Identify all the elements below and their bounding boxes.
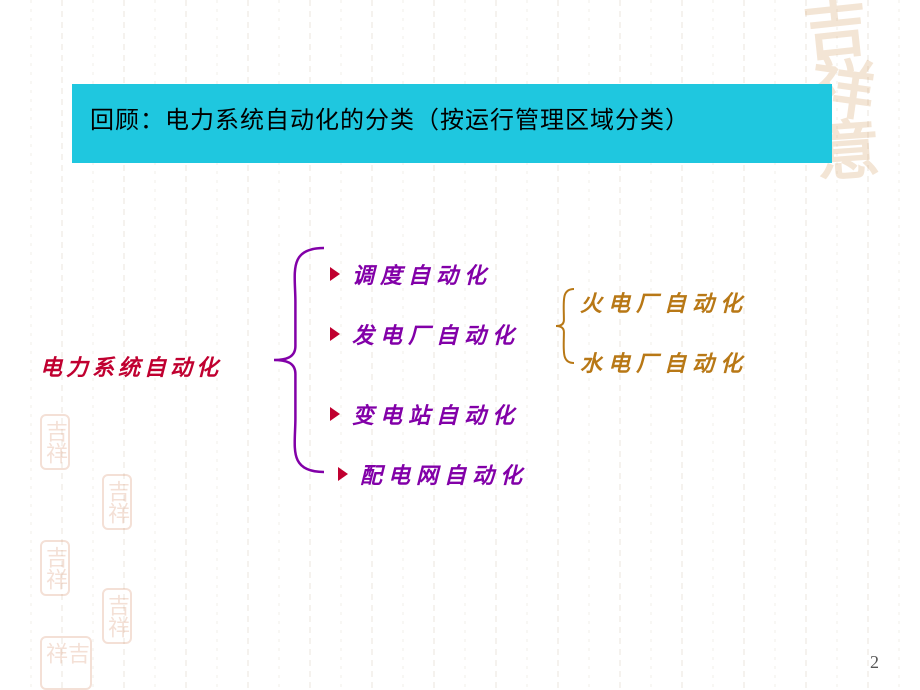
bullet-icon (338, 467, 348, 481)
branch-item-0: 调度自动化 (330, 258, 492, 290)
sub-item-0: 火电厂自动化 (580, 286, 748, 318)
decor-seal-3: 吉祥 (102, 588, 132, 644)
decor-seal-0: 吉祥 (40, 414, 70, 470)
root-label: 电力系统自动化 (40, 350, 222, 382)
bullet-icon (330, 407, 340, 421)
branch-item-2: 变电站自动化 (330, 398, 520, 430)
bullet-icon (330, 327, 340, 341)
slide-title: 回顾：电力系统自动化的分类（按运行管理区域分类） (72, 84, 832, 163)
bullet-icon (330, 267, 340, 281)
decor-seal-2: 吉祥 (40, 540, 70, 596)
branch-label: 发电厂自动化 (352, 318, 520, 350)
branch-label: 变电站自动化 (352, 398, 520, 430)
decor-seal-1: 吉祥 (102, 474, 132, 530)
sub-item-1: 水电厂自动化 (580, 346, 748, 378)
decor-seal-4: 吉祥 (40, 636, 92, 690)
bracket-main (272, 244, 324, 476)
branch-label: 调度自动化 (352, 258, 492, 290)
branch-item-3: 配电网自动化 (338, 458, 528, 490)
bracket-sub (554, 286, 576, 366)
page-number: 2 (870, 652, 879, 673)
branch-item-1: 发电厂自动化 (330, 318, 520, 350)
branch-label: 配电网自动化 (360, 458, 528, 490)
